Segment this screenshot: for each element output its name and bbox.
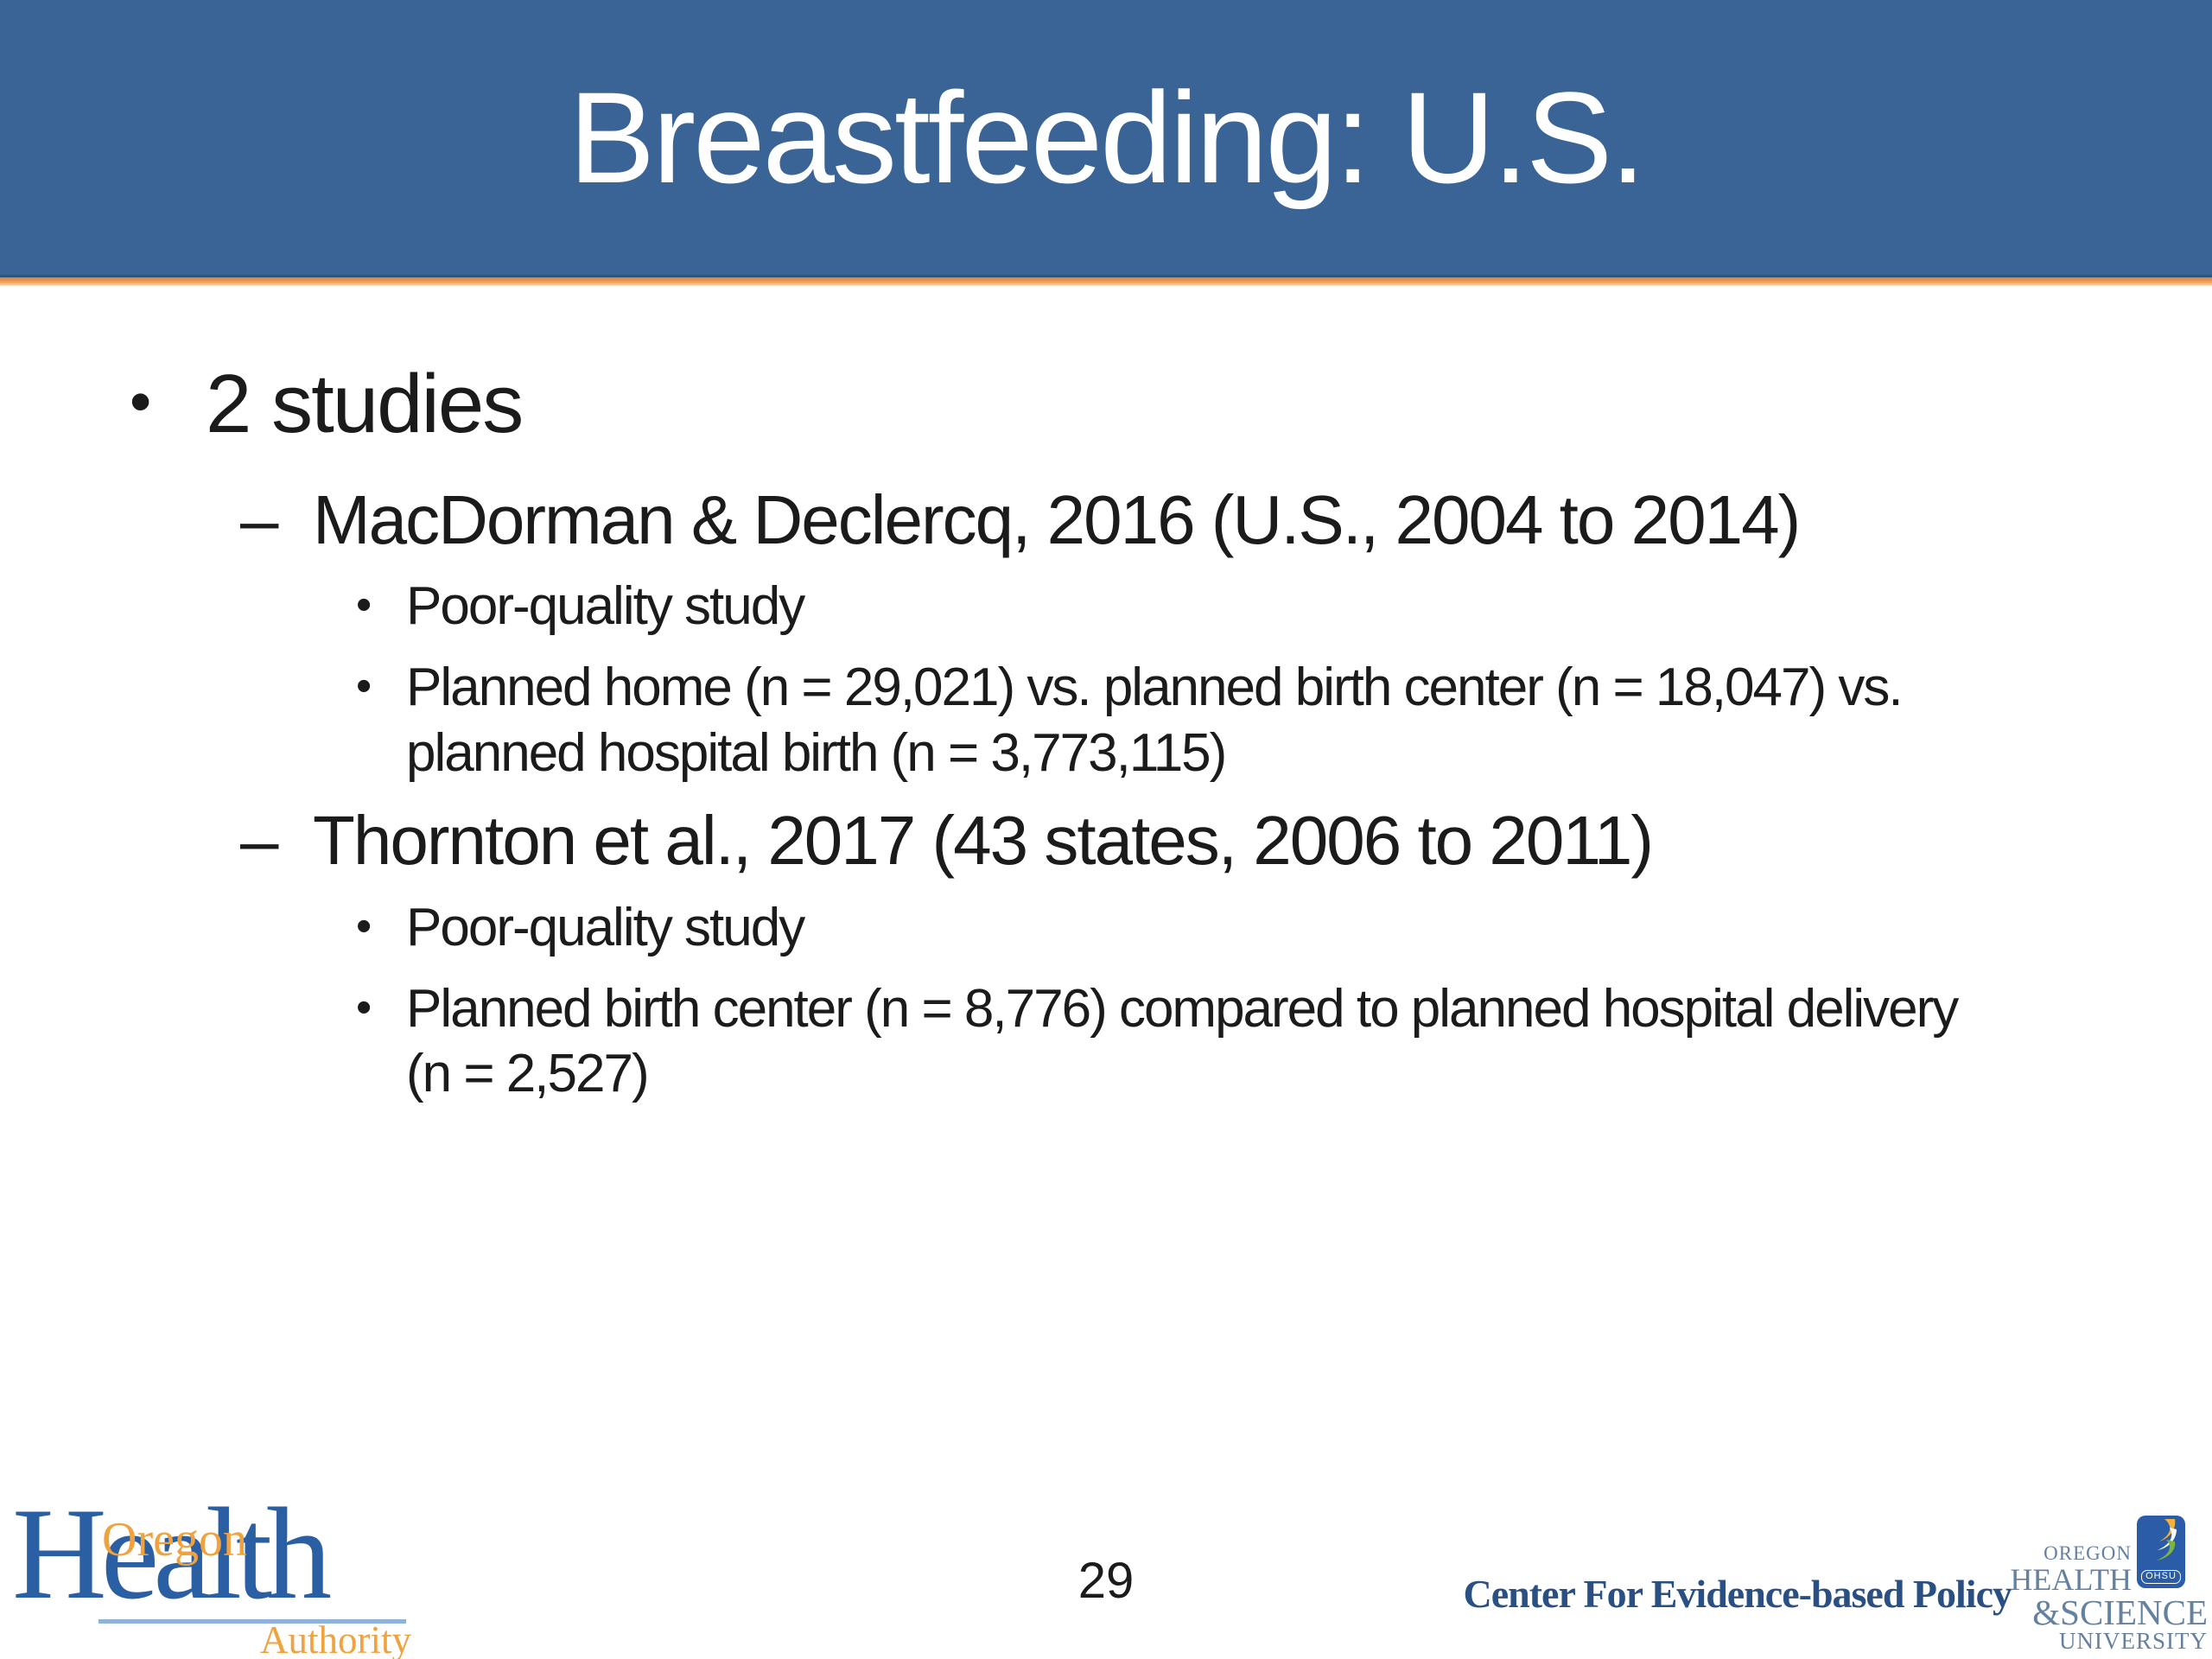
dash-icon: – <box>240 802 279 880</box>
list-item: • Poor-quality study <box>0 574 2108 639</box>
ohsu-logo-university-word: UNIVERSITY <box>2059 1628 2208 1654</box>
bullet-text: 2 studies <box>206 358 524 450</box>
slide-title: Breastfeeding: U.S. <box>569 65 1646 210</box>
list-item: – Thornton et al., 2017 (43 states, 2006… <box>0 801 2108 881</box>
list-item: • Poor-quality study <box>0 895 2108 961</box>
list-item: • Planned home (n = 29,021) vs. planned … <box>0 655 2108 785</box>
bullet-icon: • <box>356 982 372 1033</box>
page-number: 29 <box>1077 1553 1135 1609</box>
bullet-icon: • <box>356 660 372 711</box>
list-item: • 2 studies <box>0 358 2108 451</box>
bullet-text: Planned birth center (n = 8,776) compare… <box>406 978 1959 1104</box>
ohsu-logo: OHSU OREGON HEALTH &SCIENCE UNIVERSITY <box>2010 1516 2209 1657</box>
oha-logo-authority-word: Authority <box>260 1618 411 1659</box>
bullet-icon: • <box>130 367 152 436</box>
center-for-evidence-based-policy-label: Center For Evidence-based Policy <box>1463 1572 2012 1616</box>
accent-rule <box>0 277 2212 286</box>
oha-logo-health-word: Health <box>12 1481 332 1626</box>
ohsu-logo-science-word: &SCIENCE <box>2032 1592 2208 1632</box>
bullet-text: Thornton et al., 2017 (43 states, 2006 t… <box>313 802 1654 880</box>
bullet-icon: • <box>356 900 372 951</box>
oha-logo-underline <box>99 1619 406 1624</box>
list-item: – MacDorman & Declercq, 2016 (U.S., 2004… <box>0 480 2108 561</box>
bullet-list: • 2 studies – MacDorman & Declercq, 2016… <box>0 358 2108 1122</box>
list-item: • Planned birth center (n = 8,776) compa… <box>0 976 2108 1107</box>
ohsu-badge: OHSU <box>2137 1516 2185 1588</box>
ohsu-badge-label: OHSU <box>2141 1570 2181 1584</box>
ohsu-logo-health-word: HEALTH <box>2010 1562 2132 1597</box>
ohsu-flame-icon <box>2156 1519 2177 1560</box>
bullet-text: Poor-quality study <box>406 576 805 637</box>
title-banner: Breastfeeding: U.S. <box>0 0 2212 277</box>
bullet-icon: • <box>356 580 372 631</box>
oha-logo-oregon-word: Oregon <box>102 1513 247 1567</box>
oregon-health-authority-logo: Health Oregon Authority <box>12 1488 411 1659</box>
bullet-text: Planned home (n = 29,021) vs. planned bi… <box>406 657 1904 783</box>
bullet-text: Poor-quality study <box>406 897 805 957</box>
ohsu-logo-oregon-word: OREGON <box>2044 1542 2132 1564</box>
bullet-text: MacDorman & Declercq, 2016 (U.S., 2004 t… <box>313 480 1801 558</box>
dash-icon: – <box>240 480 279 558</box>
